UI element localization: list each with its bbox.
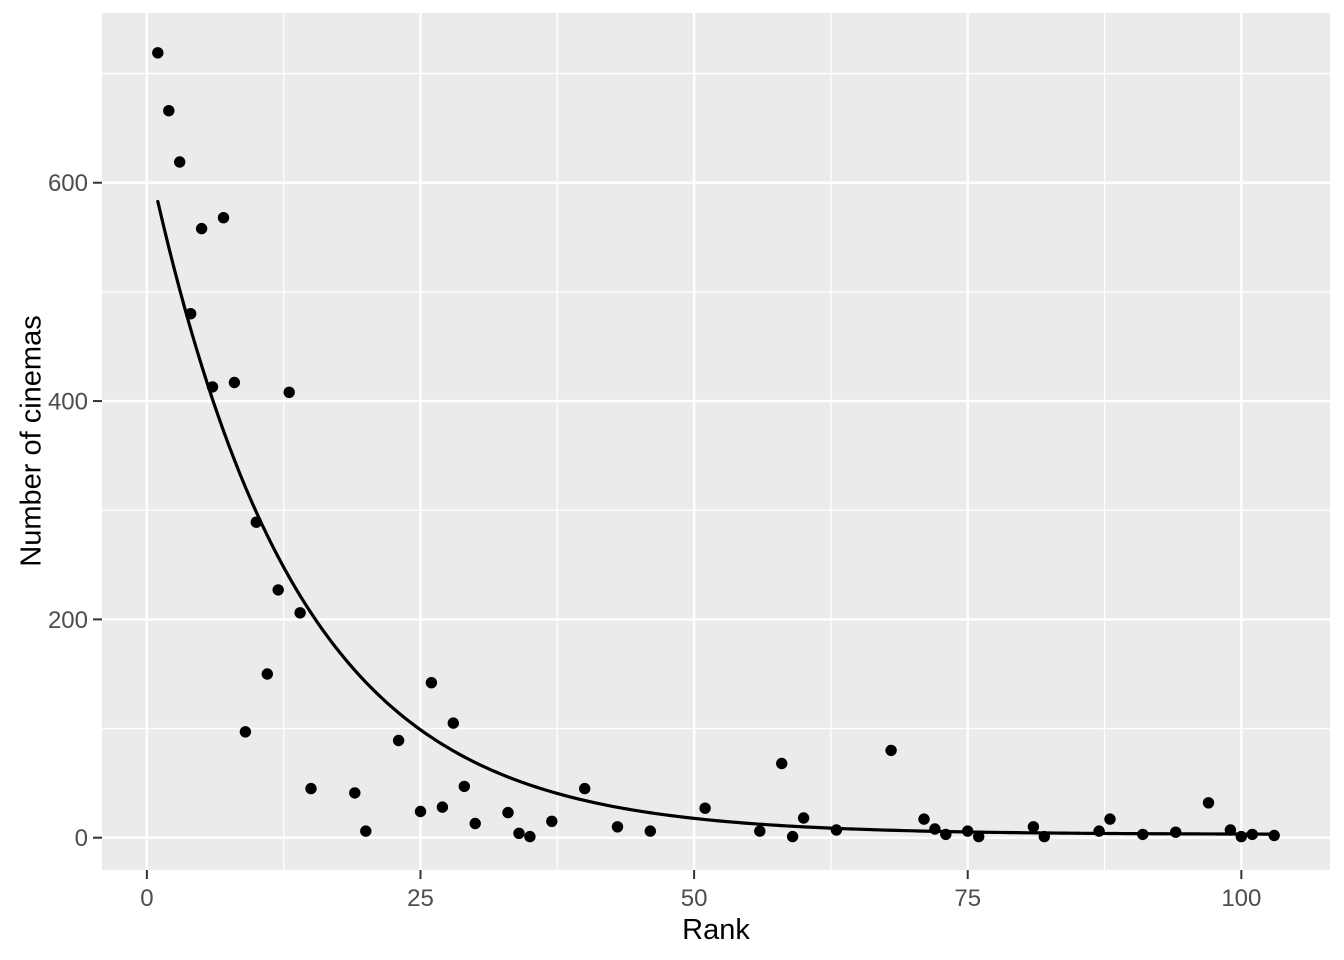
scatter-point — [885, 744, 897, 757]
scatter-point — [973, 830, 985, 843]
scatter-point — [1027, 821, 1040, 833]
x-tick-label: 25 — [407, 885, 434, 912]
scatter-point — [524, 830, 536, 843]
scatter-point — [185, 308, 197, 320]
scatter-point — [305, 782, 317, 795]
scatter-point — [414, 805, 427, 818]
scatter-point — [699, 802, 711, 814]
scatter-point — [1093, 825, 1105, 837]
plot-panel — [102, 13, 1330, 870]
scatter-point — [436, 801, 449, 813]
y-tick-label: 200 — [48, 607, 88, 634]
scatter-point — [797, 812, 810, 824]
scatter-point — [360, 825, 372, 837]
scatter-point — [513, 827, 525, 839]
scatter-point — [174, 156, 186, 168]
scatter-point — [283, 386, 295, 398]
scatter-point — [250, 516, 262, 528]
scatter-point — [611, 821, 624, 833]
scatter-point — [458, 780, 470, 793]
scatter-point — [206, 381, 219, 393]
scatter-point — [644, 825, 656, 837]
scatter-point — [1170, 826, 1182, 838]
scatter-point — [1137, 828, 1149, 841]
scatter-point — [929, 823, 941, 835]
y-tick-label: 600 — [48, 170, 88, 197]
scatter-point — [195, 222, 208, 235]
y-axis-title: Number of cinemas — [15, 315, 48, 567]
x-tick-label: 50 — [681, 885, 708, 912]
scatter-point — [1038, 830, 1051, 843]
x-tick-label: 0 — [140, 885, 153, 912]
scatter-point — [152, 47, 164, 59]
scatter-point — [918, 813, 930, 825]
scatter-point — [502, 806, 514, 819]
scatter-point — [940, 828, 952, 841]
scatter-point — [294, 607, 306, 619]
scatter-point — [1104, 813, 1116, 825]
scatter-point — [962, 825, 974, 837]
scatter-point — [546, 815, 558, 827]
scatter-point — [272, 584, 284, 596]
scatter-point — [217, 212, 230, 224]
scatter-point — [1246, 828, 1259, 841]
scatter-point — [776, 757, 788, 770]
scatter-point — [830, 824, 843, 836]
scatter-point — [754, 825, 766, 837]
scatter-point — [469, 817, 481, 830]
x-axis-title: Rank — [682, 914, 750, 946]
scatter-point — [579, 782, 591, 795]
scatter-point — [1235, 830, 1248, 843]
scatter-point — [392, 734, 405, 747]
scatter-point — [425, 677, 438, 689]
scatter-point — [349, 787, 361, 799]
y-tick-label: 400 — [48, 389, 88, 416]
scatter-point — [239, 726, 252, 738]
scatter-point — [163, 105, 175, 117]
scatter-point — [1268, 829, 1280, 842]
scatter-point — [1224, 824, 1237, 836]
scatter-point — [786, 830, 799, 843]
scatter-point — [1202, 797, 1215, 809]
x-tick-label: 100 — [1221, 885, 1261, 912]
scatter-point — [261, 668, 273, 680]
scatter-point — [447, 717, 459, 729]
x-tick-label: 75 — [954, 885, 981, 912]
trend-line — [156, 199, 1276, 836]
y-tick-label: 0 — [75, 825, 88, 852]
scatter-point — [228, 376, 241, 389]
